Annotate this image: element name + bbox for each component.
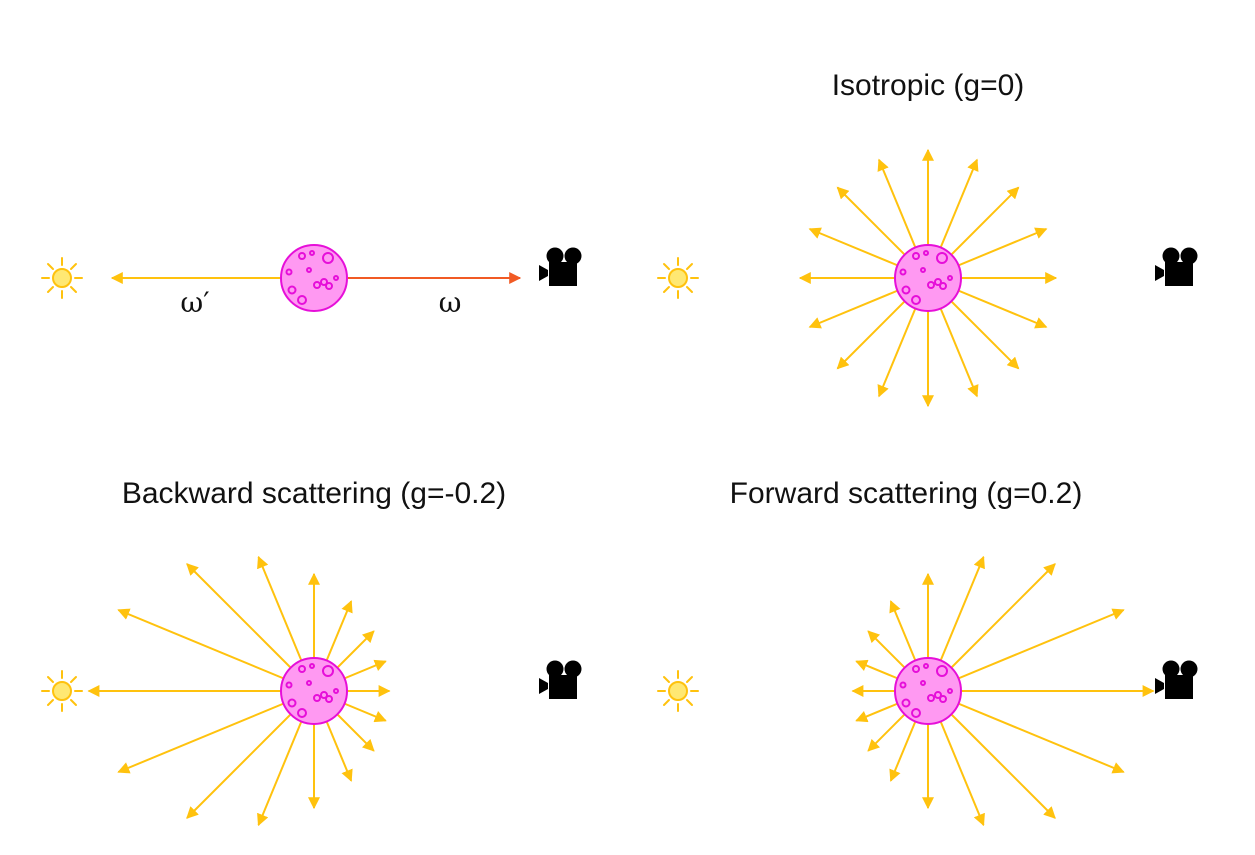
particle-icon	[280, 244, 348, 312]
panel-single-scatter: ω′ ω	[41, 244, 582, 319]
panel-isotropic: Isotropic (g=0)	[657, 69, 1198, 408]
panel-backward-scattering: Backward scattering (g=-0.2)	[41, 477, 582, 827]
scatter-arrow	[927, 608, 1125, 692]
scatter-arrow	[927, 690, 1125, 774]
particle-icon	[280, 657, 348, 725]
outgoing-direction-label: ω	[439, 286, 462, 319]
camera-icon	[539, 247, 582, 286]
particle-icon	[894, 657, 962, 725]
panel-forward-scattering: Forward scattering (g=0.2)	[657, 477, 1198, 827]
sun-icon	[41, 257, 83, 299]
scatter-arrows	[851, 555, 1155, 827]
camera-icon	[1155, 247, 1198, 286]
sun-icon	[41, 670, 83, 712]
sun-icon	[657, 257, 699, 299]
panel-title: Isotropic (g=0)	[832, 69, 1025, 102]
panel-title: Forward scattering (g=0.2)	[730, 477, 1083, 510]
sun-icon	[657, 670, 699, 712]
scatter-arrow	[117, 690, 315, 774]
camera-icon	[1155, 660, 1198, 699]
scatter-arrow	[117, 608, 315, 692]
incoming-direction-label: ω′	[180, 286, 209, 319]
camera-icon	[539, 660, 582, 699]
panel-title: Backward scattering (g=-0.2)	[122, 477, 506, 510]
particle-icon	[894, 244, 962, 312]
